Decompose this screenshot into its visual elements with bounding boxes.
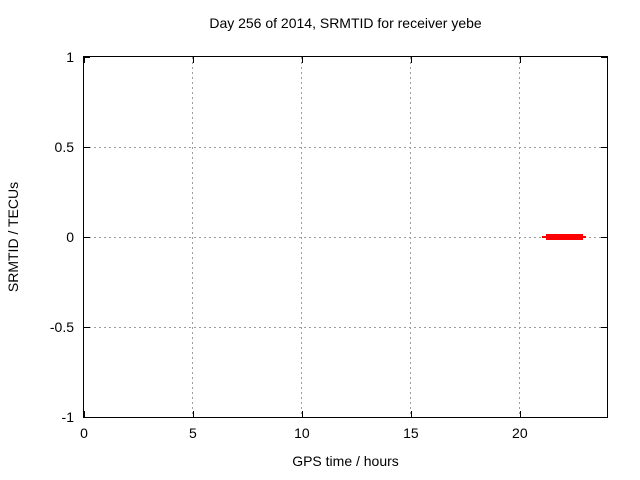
y-tick-label: 0.5	[54, 139, 74, 155]
y-tick-left	[84, 237, 90, 238]
y-tick-right	[601, 57, 607, 58]
y-tick-left	[84, 57, 90, 58]
y-tick-right	[601, 147, 607, 148]
x-tick-bottom	[84, 411, 85, 417]
x-tick-label: 0	[80, 425, 88, 441]
x-axis-label: GPS time / hours	[292, 453, 399, 469]
plot-area	[83, 56, 608, 418]
x-tick-top	[301, 57, 303, 63]
y-gridline	[84, 146, 607, 148]
y-tick-label: -1	[61, 409, 74, 425]
x-tick-bottom	[301, 411, 303, 417]
x-tick-label: 15	[403, 425, 419, 441]
x-tick-bottom	[192, 411, 194, 417]
y-tick-right	[601, 417, 607, 418]
y-tick-label: 0	[66, 229, 74, 245]
x-tick-top	[192, 57, 194, 63]
x-tick-label: 10	[294, 425, 310, 441]
y-tick-left	[84, 147, 90, 148]
y-tick-right	[601, 237, 607, 238]
y-tick-right	[601, 327, 607, 328]
x-tick-label: 20	[512, 425, 528, 441]
x-tick-top	[410, 57, 412, 63]
y-gridline	[84, 236, 607, 238]
x-tick-bottom	[410, 411, 412, 417]
y-gridline	[84, 326, 607, 328]
x-tick-bottom	[519, 411, 521, 417]
x-tick-top	[519, 57, 521, 63]
x-tick-label: 5	[189, 425, 197, 441]
chart-title: Day 256 of 2014, SRMTID for receiver yeb…	[209, 15, 482, 31]
x-tick-top	[84, 57, 85, 63]
y-tick-left	[84, 417, 90, 418]
y-tick-left	[84, 327, 90, 328]
y-tick-label: 1	[66, 49, 74, 65]
y-tick-label: -0.5	[49, 319, 74, 335]
series-segment-srmtid	[545, 234, 583, 240]
